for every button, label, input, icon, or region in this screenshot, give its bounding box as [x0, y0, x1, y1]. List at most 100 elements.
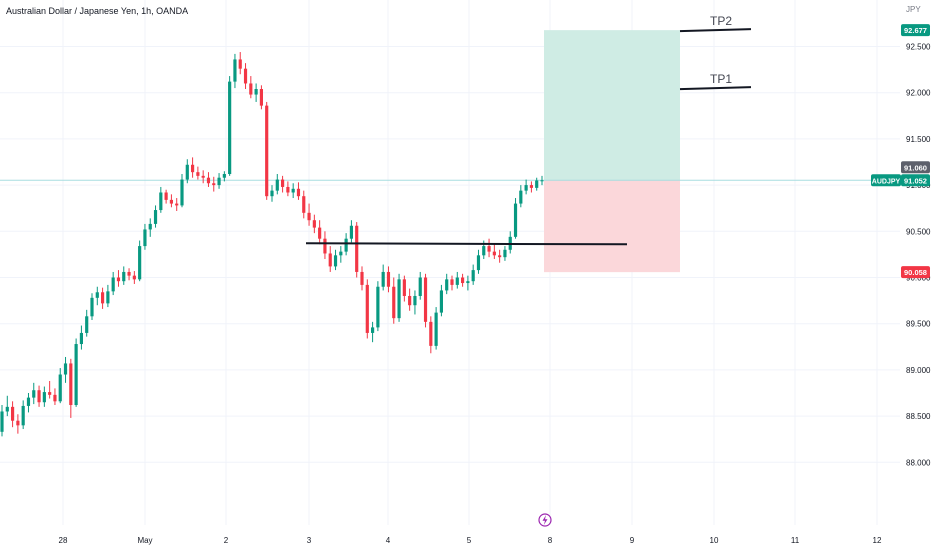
candle [461, 273, 465, 287]
candle [381, 264, 385, 291]
x-tick-label: 8 [548, 536, 553, 545]
candle-body [371, 327, 375, 333]
candle [386, 266, 391, 293]
candle [275, 174, 279, 195]
candle [175, 198, 179, 211]
candle [180, 174, 184, 208]
candle-body [344, 238, 348, 252]
candle [302, 190, 306, 219]
candle-body [249, 83, 253, 95]
candle [339, 246, 343, 263]
candle-body [275, 179, 279, 191]
candle-body [95, 292, 99, 298]
tp-label: TP1 [710, 72, 732, 86]
candle-body [455, 277, 459, 285]
candle [376, 281, 380, 332]
candle-body [498, 255, 502, 258]
grid-layer [0, 0, 900, 525]
candle [228, 76, 232, 176]
candle [445, 273, 449, 295]
candle [90, 293, 94, 321]
candle [16, 414, 20, 434]
candle-body [434, 312, 438, 346]
tp-line [679, 86, 752, 91]
axes-layer: 88.00088.50089.00089.50090.00090.50091.0… [59, 43, 931, 546]
symbol-badge: AUDJPY [871, 174, 901, 187]
candle [318, 220, 322, 245]
candle [524, 179, 528, 195]
candle [439, 284, 443, 317]
candle-body [233, 59, 237, 82]
candle [360, 266, 364, 291]
candle [212, 176, 216, 192]
x-tick-label: 28 [59, 536, 68, 545]
candle [201, 170, 205, 184]
candle [74, 338, 78, 407]
candle-body [169, 199, 173, 204]
candle-body [492, 251, 496, 256]
candle-body [217, 177, 221, 186]
candle [328, 246, 332, 272]
candle [191, 157, 195, 178]
candle [153, 205, 158, 228]
candle [429, 316, 433, 354]
price-badges: 92.677 91.060 91.052 90.058 AUDJPY [871, 24, 930, 279]
candle [397, 273, 401, 322]
candle [106, 284, 110, 308]
candle-body [0, 411, 4, 432]
candle [63, 356, 68, 383]
candle [476, 249, 481, 274]
position-zones [544, 30, 680, 273]
candle-body [153, 210, 158, 224]
x-tick-label: May [137, 536, 152, 545]
candle-body [127, 271, 131, 276]
candle-body [164, 192, 168, 200]
candle-body [180, 179, 184, 206]
candle-body [302, 196, 306, 213]
candle-body [360, 271, 364, 285]
candle-body [476, 255, 481, 271]
candle-body [349, 225, 353, 239]
candle [513, 198, 518, 239]
candle-body [408, 295, 412, 306]
candle [291, 183, 295, 199]
candle [286, 181, 290, 197]
candle-body [323, 238, 327, 254]
candle [169, 194, 173, 208]
candle [508, 231, 512, 254]
svg-text:AUDJPY: AUDJPY [872, 178, 901, 185]
current-price-badge: 91.052 [901, 174, 930, 187]
svg-text:92.677: 92.677 [904, 26, 927, 35]
candle [307, 203, 311, 226]
candle [296, 182, 301, 200]
stop-price-badge: 90.058 [901, 266, 930, 279]
candle [371, 321, 375, 343]
candle-body [132, 275, 136, 280]
candle-body [535, 180, 539, 188]
candle-body [487, 246, 491, 252]
candle [402, 275, 406, 302]
candle [138, 240, 142, 282]
candle [37, 385, 41, 407]
candle [21, 400, 25, 430]
candle [413, 290, 417, 315]
candle [492, 244, 496, 260]
candle-body [381, 271, 385, 287]
candle [466, 275, 470, 291]
candle [265, 101, 269, 200]
x-tick-label: 2 [224, 536, 229, 545]
candle [217, 173, 221, 189]
stop-zone [544, 180, 680, 273]
candle [222, 171, 226, 182]
candle [185, 159, 189, 184]
candle-body [397, 279, 401, 319]
candle-body [529, 185, 533, 188]
candle [122, 266, 126, 285]
candle-body [418, 277, 422, 296]
candle-body [540, 180, 544, 182]
candle [69, 358, 73, 418]
candle [487, 238, 491, 258]
candle-body [32, 390, 36, 398]
